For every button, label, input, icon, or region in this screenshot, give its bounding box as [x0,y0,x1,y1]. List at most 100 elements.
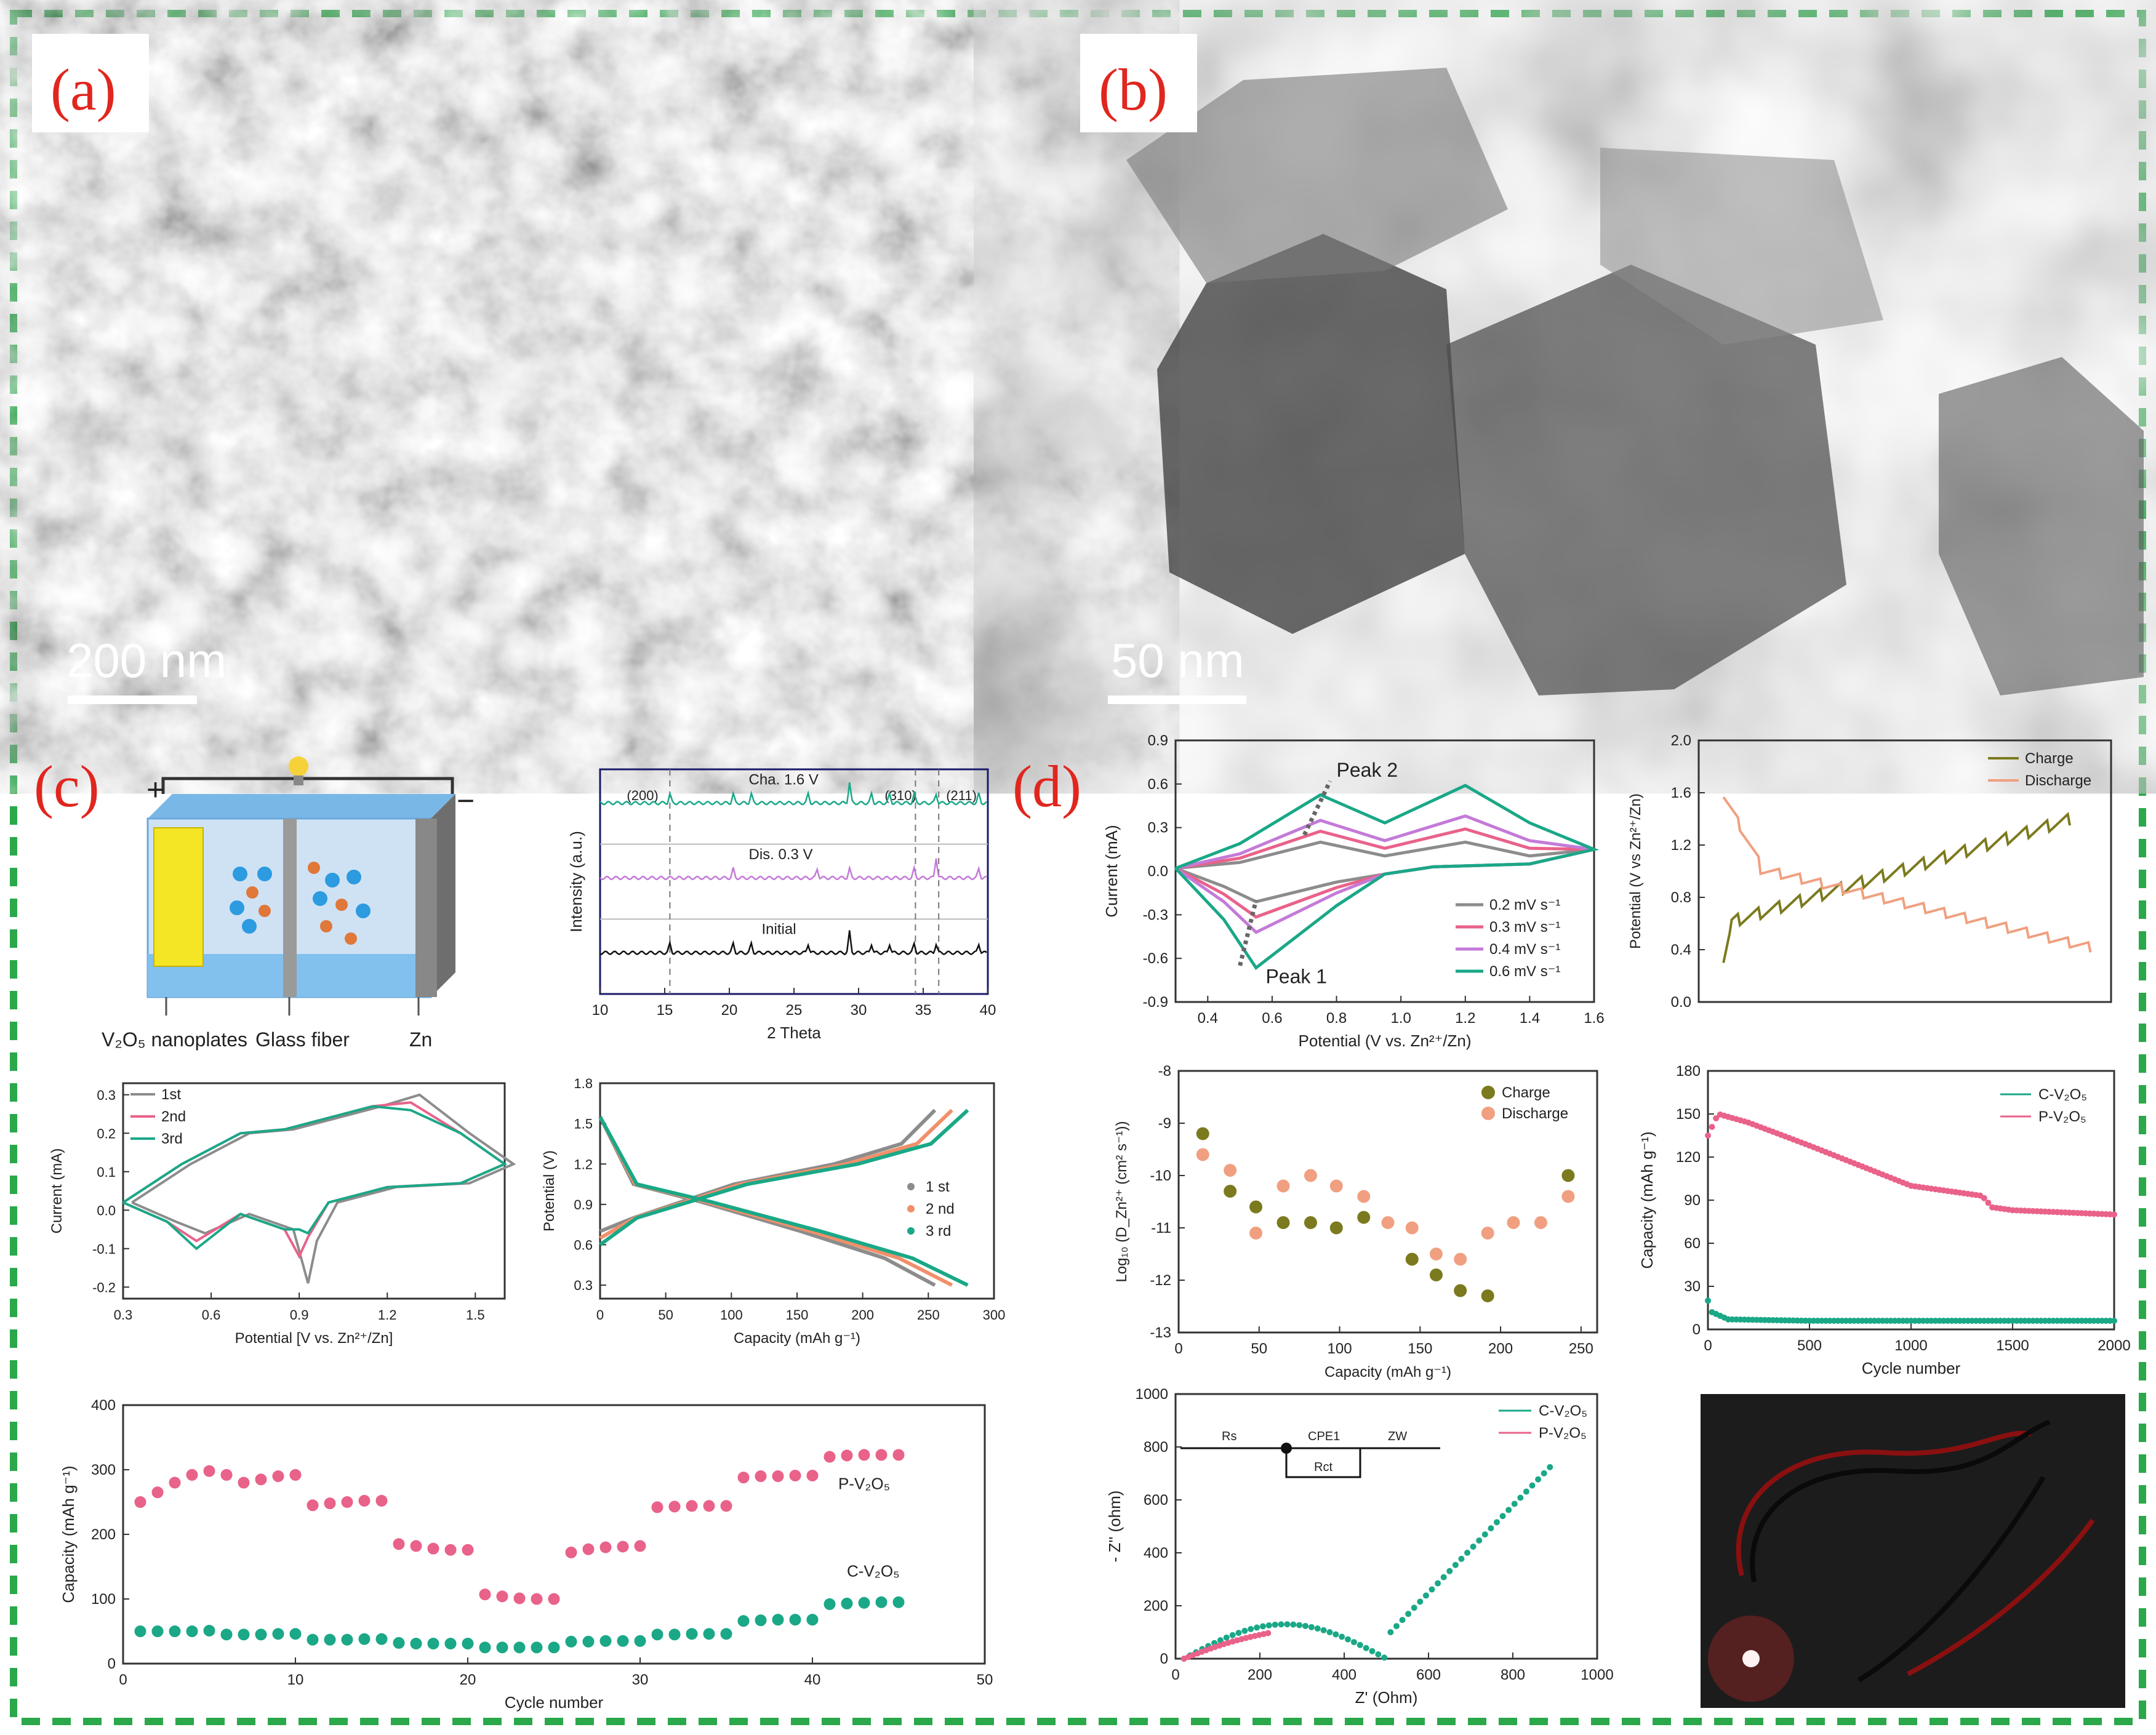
x-axis-label: Potential [V vs. Zn²⁺/Zn] [235,1330,393,1347]
legend-swatch [1481,1107,1495,1120]
gitt-chart: 0.0 0.4 0.8 1.2 1.6 2.0 Potential (V vs Zn²⁺/Z… [1627,732,2112,1011]
x-tick-label: 1.2 [1455,1010,1475,1027]
eis-point-p [1265,1630,1272,1637]
eis-point-c [1435,1580,1441,1587]
scale-bar-label-a: 200 nm [66,633,226,687]
cycling-point [1705,1132,1711,1139]
diffusion-point [1223,1163,1238,1177]
y-tick-label: 0.2 [97,1126,116,1141]
discharge-curve [598,1116,969,1287]
rate-point [702,1627,716,1641]
eis-point-c [1296,1622,1303,1629]
eis-point-c [1254,1624,1260,1631]
eis-point-c [1405,1611,1412,1617]
y-tick-label: 1.8 [574,1076,593,1091]
cv-series-line [122,1105,508,1251]
eis-point-c [1229,1632,1236,1638]
rate-point [582,1635,595,1648]
legend-label: 0.3 mV s⁻¹ [1489,919,1560,936]
diffusion-point [1249,1226,1264,1240]
circuit-label: Rct [1314,1461,1332,1474]
rate-point [754,1614,767,1627]
rate-point [254,1628,268,1641]
y-tick-label: -0.3 [1143,907,1168,923]
rate-point [289,1627,302,1641]
x-tick-label: 1000 [1581,1667,1613,1683]
discharge-curve [598,1116,936,1287]
x-tick-label: 100 [720,1307,743,1323]
rate-point [668,1628,681,1641]
rate-point [220,1468,233,1481]
diffusion-point [1357,1189,1371,1204]
circuit-label: CPE1 [1308,1430,1340,1443]
y-tick-label: 0.0 [97,1203,116,1218]
eis-point-c [1488,1525,1494,1532]
led-photo-image [1701,1394,2125,1708]
eis-point-c [1547,1464,1553,1470]
charge-curve [599,1108,969,1246]
diffusion-point [1223,1184,1238,1198]
x-tick-label: 30 [851,1002,867,1019]
peak-2-guide [1302,780,1332,836]
x-tick-label: 1.5 [466,1307,485,1323]
eis-point-c [1541,1470,1547,1477]
circuit-label: Rs [1222,1430,1236,1443]
y-tick-label: 0.4 [1671,942,1691,958]
y-tick-label: 0.6 [574,1238,593,1253]
x-tick-label: 1.0 [1390,1010,1411,1027]
x-tick-label: 100 [1328,1340,1352,1357]
rate-point [168,1625,182,1638]
x-tick-label: 10 [592,1002,609,1019]
rate-point [564,1545,578,1559]
scale-bar-b [1108,695,1246,704]
series-label: P-V₂O₅ [838,1475,890,1493]
x-tick-label: 0 [119,1672,127,1688]
legend-label: 2 nd [926,1201,955,1217]
diffusion-point [1561,1189,1576,1204]
diffusion-point [1480,1289,1495,1303]
x-tick-label: 0 [1174,1340,1182,1357]
rate-point [151,1625,164,1638]
diffusion-point [1480,1226,1495,1240]
x-axis-label: 2 Theta [767,1024,821,1042]
eis-point-c [1290,1621,1297,1628]
label-separator: Glass fiber [255,1028,350,1051]
legend-label: 1 st [926,1179,950,1195]
x-axis-label: Z' (Ohm) [1355,1688,1418,1707]
x-axis-label: Capacity (mAh g⁻¹) [1324,1364,1451,1380]
y-tick-label: 1.2 [1671,837,1691,854]
y-axis-label: Potential (V) [541,1150,558,1232]
x-tick-label: 300 [983,1307,1006,1323]
x-axis-label: Cycle number [1862,1359,1961,1377]
y-axis-label: Capacity (mAh g⁻¹) [1638,1131,1656,1268]
scale-bar-a [68,695,197,704]
y-tick-label: -11 [1151,1220,1171,1236]
eis-point-c [1446,1568,1453,1574]
y-tick-label: 800 [1144,1439,1168,1456]
rate-point [754,1470,767,1483]
diffusion-point [1329,1220,1344,1235]
rate-point [547,1592,561,1606]
y-tick-label: -10 [1150,1168,1171,1184]
rate-point [340,1633,354,1646]
y-tick-label: 0.3 [1148,820,1168,836]
x-tick-label: 0.6 [1262,1010,1282,1027]
y-tick-label: 60 [1684,1235,1701,1252]
rate-point [823,1597,836,1611]
eis-point-c [1464,1549,1471,1556]
rate-point [547,1641,561,1654]
diffusion-chart: 0 50 100 150 200 250 -8 -9 -10 -11 -12 -13 Capacity … [1113,1063,1598,1380]
eis-chart: 0 200 400 600 800 1000 0 200 400 600 800 1000 Z' (Oh… [1105,1386,1614,1707]
schematic-plus: + [146,772,164,807]
rate-point [134,1496,147,1509]
eis-point-c [1529,1482,1536,1489]
cycling-point [2111,1211,2117,1218]
rate-point [806,1469,819,1482]
y-tick-label: 120 [1676,1149,1701,1166]
x-tick-label: 50 [977,1672,993,1688]
eis-point-c [1369,1648,1376,1654]
y-tick-label: 0.3 [97,1088,116,1103]
cycling-point [1981,1195,1987,1201]
x-tick-label: 0 [596,1307,604,1323]
discharge-curve [598,1116,953,1287]
